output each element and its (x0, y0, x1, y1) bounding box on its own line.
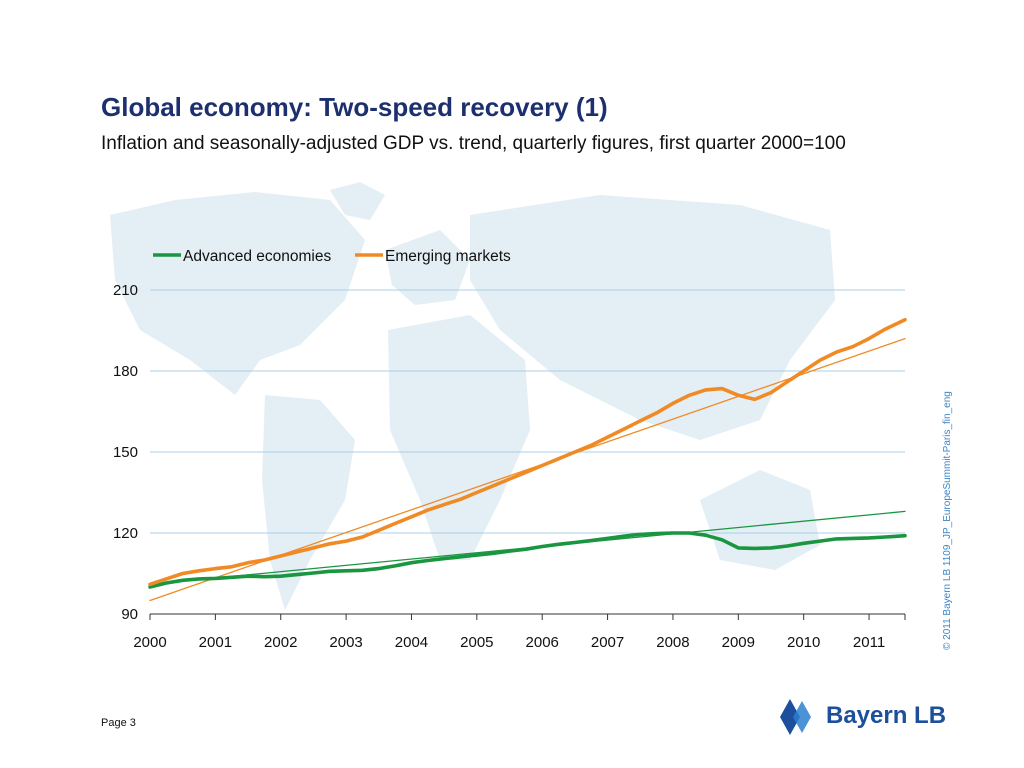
legend-label: Advanced economies (183, 248, 331, 265)
legend-label: Emerging markets (385, 248, 511, 265)
y-axis: 90 120 150 180 210 (113, 282, 138, 623)
x-tick-label: 2011 (853, 634, 885, 651)
y-tick-label: 150 (113, 444, 138, 461)
x-tick-label: 2008 (656, 634, 689, 651)
copyright-note: © 2011 Bayern LB 1109_JP_EuropeSummit-Pa… (942, 391, 953, 650)
page-number: Page 3 (101, 717, 136, 729)
world-map-background (110, 182, 835, 610)
x-tick-label: 2000 (133, 634, 166, 651)
x-tick-label: 2001 (199, 634, 232, 651)
page-title: Global economy: Two-speed recovery (1) (101, 92, 608, 122)
x-tick-label: 2003 (329, 634, 362, 651)
x-tick-label: 2007 (591, 634, 624, 651)
bayern-lb-logo: Bayern LB (780, 699, 946, 735)
x-tick-label: 2004 (395, 634, 428, 651)
diamond-logo-icon (780, 699, 811, 735)
x-tick-label: 2009 (722, 634, 755, 651)
x-tick-label: 2005 (460, 634, 493, 651)
x-axis: 2000 2001 2002 2003 2004 2005 2006 2007 2008 2009… (133, 613, 906, 651)
x-tick-label: 2006 (526, 634, 559, 651)
y-tick-label: 120 (113, 525, 138, 542)
chart-legend: Advanced economies Emerging markets (153, 248, 511, 265)
series-line-emerging (148, 317, 907, 587)
series-lines (148, 317, 907, 602)
y-tick-label: 90 (121, 606, 138, 623)
x-tick-label: 2002 (264, 634, 297, 651)
x-tick-label: 2010 (787, 634, 820, 651)
series-line-advanced (148, 531, 907, 589)
logo-text: Bayern LB (826, 702, 947, 729)
y-tick-label: 210 (113, 282, 138, 299)
y-tick-label: 180 (113, 363, 138, 380)
page-subtitle: Inflation and seasonally-adjusted GDP vs… (101, 133, 846, 154)
